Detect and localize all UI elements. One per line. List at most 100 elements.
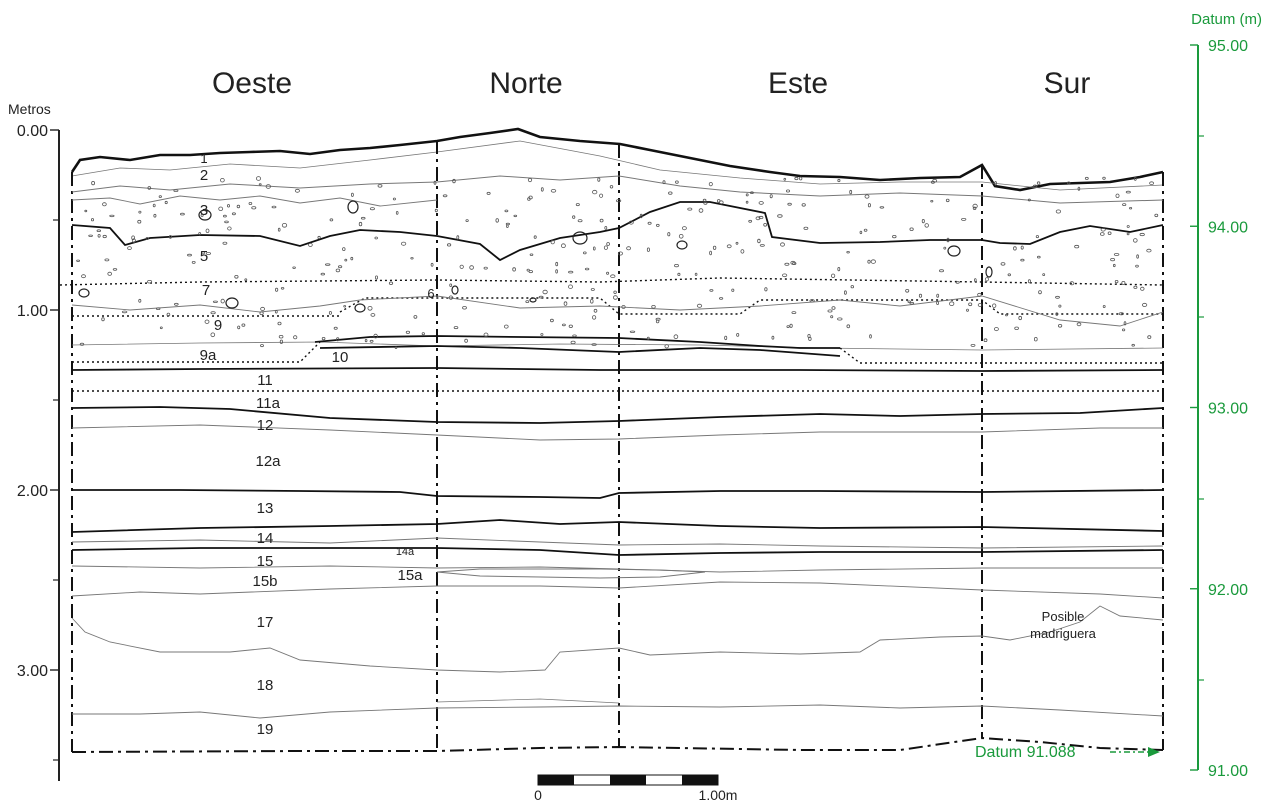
gravel-dot <box>234 274 239 279</box>
gravel-dot <box>96 229 101 233</box>
gravel-dot <box>592 189 598 195</box>
gravel-dot <box>1000 262 1006 266</box>
gravel-dot <box>1035 235 1040 239</box>
gravel-dot <box>317 235 321 240</box>
gravel-dot <box>265 184 271 189</box>
gravel-dot <box>709 289 714 292</box>
gravel-dot <box>495 218 499 223</box>
gravel-dot <box>1102 304 1106 308</box>
gravel-dot <box>970 343 976 347</box>
gravel-dot <box>757 238 761 244</box>
gravel-dot <box>321 336 326 341</box>
gravel-dot <box>505 222 510 226</box>
gravel-dot <box>1135 264 1139 268</box>
gravel-dot <box>187 253 192 257</box>
gravel-dot <box>369 207 375 211</box>
gravel-dot <box>377 184 383 188</box>
stone <box>947 245 961 257</box>
stone <box>985 266 993 278</box>
gravel-dot <box>726 244 732 249</box>
gravel-dot <box>109 214 115 218</box>
boundary-14-15 <box>71 547 1164 556</box>
gravel-dot <box>260 344 264 348</box>
gravel-dot <box>1058 304 1062 308</box>
gravel-dot <box>907 300 911 303</box>
gravel-dot <box>590 288 595 291</box>
gravel-dot <box>1154 213 1159 218</box>
gravel-dot <box>606 242 610 246</box>
gravel-dot <box>1133 285 1138 289</box>
gravel-dot <box>350 256 354 261</box>
gravel-dot <box>590 298 594 304</box>
gravel-dot <box>1020 245 1024 250</box>
right-axis-title: Datum (m) <box>1191 11 1262 28</box>
scale-bar: 0 1.00m <box>534 774 737 803</box>
left-axis-tick-label: 3.00 <box>17 663 48 680</box>
gravel-dot <box>231 212 236 216</box>
gravel-dot <box>794 176 799 181</box>
gravel-dot <box>983 338 988 343</box>
gravel-dot <box>421 332 425 336</box>
gravel-dot <box>1102 176 1106 180</box>
gravel-dot <box>448 295 453 300</box>
gravel-dot <box>562 323 566 327</box>
gravel-dot <box>413 315 418 319</box>
gravel-dot <box>780 242 785 247</box>
gravel-dot <box>1142 302 1148 307</box>
gravel-dot <box>781 273 788 278</box>
gravel-dot <box>678 234 684 239</box>
stone <box>347 200 359 214</box>
scale-bar-segment <box>538 775 574 785</box>
gravel-dot <box>388 281 394 285</box>
gravel-dot <box>646 336 650 340</box>
gravel-dot <box>955 281 960 284</box>
gravel-dot <box>1140 286 1145 291</box>
gravel-dot <box>294 188 300 193</box>
gravel-dot <box>555 261 559 267</box>
gravel-dot <box>442 194 448 198</box>
gravel-dot <box>977 303 983 307</box>
boundary-10-11 <box>71 367 1164 372</box>
gravel-dot <box>1114 279 1119 284</box>
left-axis-tick-label: 2.00 <box>17 483 48 500</box>
boundary-3-lower <box>71 195 438 207</box>
gravel-dot <box>210 311 216 315</box>
gravel-dot <box>617 251 623 256</box>
gravel-dot <box>1122 203 1127 207</box>
gravel-dot <box>97 234 101 238</box>
gravel-dot <box>159 326 163 330</box>
stone <box>451 285 459 295</box>
gravel-dot <box>394 346 398 350</box>
gravel-dot <box>410 257 414 260</box>
layer-label-l9a: 9a <box>200 347 217 364</box>
gravel-dot <box>308 242 313 247</box>
gravel-dot <box>892 235 897 239</box>
gravel-dot <box>597 177 601 182</box>
gravel-dot <box>1113 263 1116 268</box>
gravel-dot <box>84 209 88 213</box>
gravel-dot <box>837 266 841 272</box>
gravel-dot <box>1005 313 1008 317</box>
left-axis-tick-label: 0.00 <box>17 123 48 140</box>
gravel-dot <box>905 288 910 293</box>
gravel-dot <box>200 251 205 255</box>
wall-title-oeste: Oeste <box>212 67 292 100</box>
boundary-9-9a <box>71 341 1164 351</box>
gravel-dot <box>639 213 643 219</box>
gravel-dot <box>513 214 518 218</box>
gravel-dot <box>568 284 573 289</box>
gravel-dot <box>803 226 809 230</box>
gravel-dot <box>677 272 681 276</box>
gravel-dot <box>921 219 925 224</box>
gravel-dot <box>152 203 156 208</box>
gravel-dot <box>374 275 378 280</box>
gravel-dot <box>1076 322 1082 327</box>
left-axis-ticks: 0.00 1.00 2.00 3.00 <box>17 123 59 680</box>
gravel-dot <box>1149 181 1154 186</box>
gravel-dot <box>1036 181 1041 185</box>
gravel-dot <box>464 338 468 343</box>
gravel-dot <box>166 312 171 317</box>
stone <box>198 209 212 221</box>
gravel-dot <box>591 315 597 320</box>
